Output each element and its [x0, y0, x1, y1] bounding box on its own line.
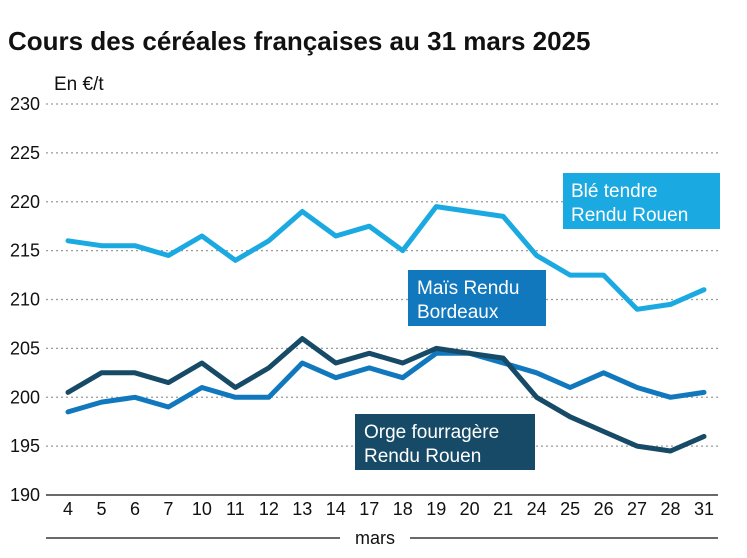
series-line-ble-tendre: [65, 204, 707, 312]
y-tick-label: 190: [10, 485, 40, 505]
y-tick-label: 210: [10, 290, 40, 310]
series-line-mais: [65, 350, 707, 415]
x-tick-label: 27: [627, 499, 647, 519]
legend-orge: Orge fourragère Rendu Rouen: [355, 414, 535, 470]
x-tick-label: 28: [661, 499, 681, 519]
y-tick-label: 215: [10, 241, 40, 261]
x-axis-group: mars: [46, 528, 718, 548]
x-tick-label: 25: [560, 499, 580, 519]
x-tick-label: 31: [694, 499, 714, 519]
chart-title: Cours des céréales françaises au 31 mars…: [8, 26, 591, 56]
x-tick-label: 19: [426, 499, 446, 519]
x-tick-label: 7: [163, 499, 173, 519]
x-tick-label: 13: [292, 499, 312, 519]
x-tick-label: 18: [393, 499, 413, 519]
y-tick-label: 205: [10, 338, 40, 358]
x-axis-label: mars: [355, 528, 395, 548]
x-tick-label: 14: [326, 499, 346, 519]
x-tick-label: 12: [259, 499, 279, 519]
legend-box-mais: [408, 270, 546, 326]
y-tick-label: 195: [10, 436, 40, 456]
x-tick-label: 17: [359, 499, 379, 519]
legend-label-orge-line2: Rendu Rouen: [364, 446, 481, 467]
legend-label-mais-line2: Bordeaux: [417, 302, 499, 323]
x-tick-label: 20: [460, 499, 480, 519]
legend-label-mais-line1: Maïs Rendu: [417, 278, 519, 299]
y-tick-label: 225: [10, 143, 40, 163]
x-tick-label: 6: [130, 499, 140, 519]
series-line-orge: [65, 336, 707, 454]
y-tick-label: 220: [10, 192, 40, 212]
legend-label-ble-line2: Rendu Rouen: [571, 205, 688, 226]
y-axis-ticks: 190 195 200 205 210 215 220 225 230: [10, 94, 40, 505]
x-tick-label: 26: [594, 499, 614, 519]
x-tick-label: 21: [493, 499, 513, 519]
legend-label-ble-line1: Blé tendre: [571, 181, 658, 202]
legend-box-orge: [355, 414, 535, 470]
legend-box-ble-tendre: [563, 173, 720, 229]
y-axis-label: En €/t: [54, 74, 104, 95]
x-tick-label: 4: [63, 499, 73, 519]
x-tick-label: 24: [527, 499, 547, 519]
legend-label-orge-line1: Orge fourragère: [364, 422, 499, 443]
x-tick-label: 10: [192, 499, 212, 519]
y-tick-label: 230: [10, 94, 40, 114]
y-tick-label: 200: [10, 387, 40, 407]
x-axis-ticks: 4 5 6 7 10 11 12 13 14 17 18 19 20 21 24 25 26 27 28 31: [63, 499, 714, 519]
legend-mais: Maïs Rendu Bordeaux: [408, 270, 546, 326]
series-lines: [65, 204, 707, 454]
x-tick-label: 5: [96, 499, 106, 519]
legend-ble-tendre: Blé tendre Rendu Rouen: [563, 173, 720, 229]
x-tick-label: 11: [226, 499, 245, 519]
